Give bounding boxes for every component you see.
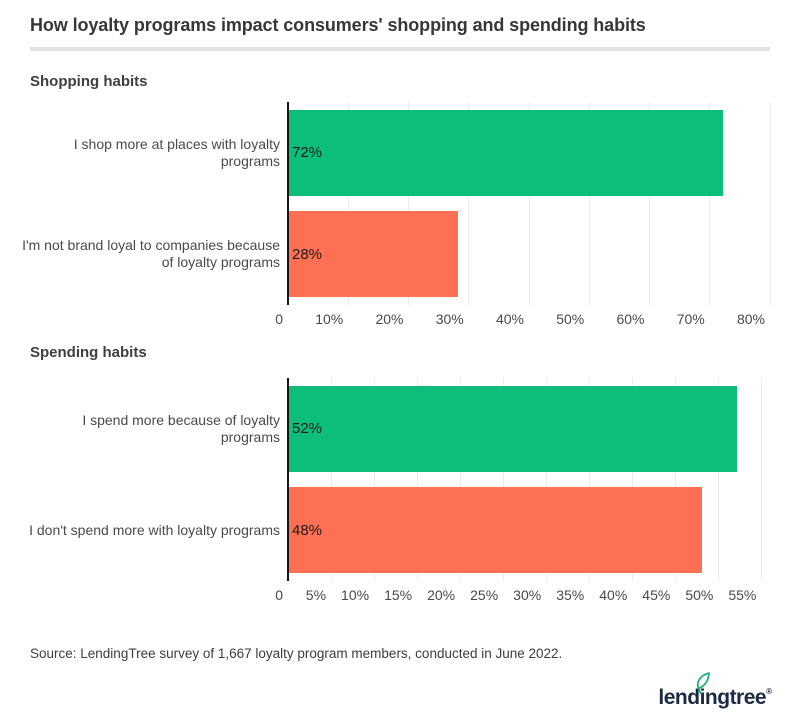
x-tick-label: 20% bbox=[375, 311, 404, 327]
x-tick-label: 0 bbox=[275, 311, 283, 327]
bar-1: 52% bbox=[289, 385, 737, 472]
x-tick-label: 20% bbox=[427, 587, 456, 603]
gridline bbox=[416, 378, 418, 581]
x-tick-label: 5% bbox=[305, 587, 327, 603]
bar-value-label: 52% bbox=[292, 420, 323, 438]
registered-mark: ® bbox=[766, 687, 772, 696]
leaf-icon bbox=[697, 672, 711, 694]
x-tick-label: 55% bbox=[728, 587, 757, 603]
gridline bbox=[717, 378, 719, 581]
category-label: I don't spend more with loyalty programs bbox=[29, 521, 280, 538]
gridline bbox=[459, 378, 461, 581]
x-tick-label: 30% bbox=[513, 587, 542, 603]
x-tick-label: 10% bbox=[341, 587, 370, 603]
bar-value-label: 28% bbox=[292, 245, 323, 263]
x-tick-label: 25% bbox=[470, 587, 499, 603]
y-axis-line bbox=[287, 378, 289, 581]
x-tick-label: 80% bbox=[736, 311, 765, 327]
source-note: Source: LendingTree survey of 1,667 loya… bbox=[30, 646, 563, 661]
gridline bbox=[588, 102, 590, 305]
bar-2: 28% bbox=[289, 211, 458, 298]
gridline bbox=[468, 102, 470, 305]
gridline bbox=[760, 378, 762, 581]
x-tick-label: 50% bbox=[685, 587, 714, 603]
gridline bbox=[674, 378, 676, 581]
x-tick-label: 45% bbox=[642, 587, 671, 603]
shopping-habits-chart: 0 10% 20% 30% 40% 50% 60% 70% 80% 72% 28% I shop mo… bbox=[0, 102, 800, 334]
category-label: I shop more at places with loyalty progr… bbox=[73, 135, 280, 169]
x-tick-label: 30% bbox=[435, 311, 464, 327]
x-tick-label: 50% bbox=[556, 311, 585, 327]
gridline bbox=[502, 378, 504, 581]
gridline bbox=[649, 102, 650, 305]
category-label: I'm not brand loyal to companies because… bbox=[22, 237, 280, 271]
gridline bbox=[709, 102, 711, 305]
logo-line: lendingtree® bbox=[658, 686, 772, 710]
x-tick-label: 40% bbox=[599, 587, 628, 603]
gridline bbox=[347, 102, 349, 305]
x-tick-label: 0 bbox=[275, 587, 283, 603]
category-label: I spend more because of loyalty programs bbox=[82, 411, 280, 445]
chart-plot: 0 5% 10% 15% 20% 25% 30% 35% 40% 45% 50% 55% 52% 48% bbox=[275, 378, 770, 603]
x-tick-label: 10% bbox=[315, 311, 344, 327]
gridline bbox=[588, 378, 590, 581]
bar-2: 48% bbox=[289, 487, 703, 574]
x-tick-label: 40% bbox=[495, 311, 524, 327]
gridline bbox=[769, 102, 771, 305]
page-title: How loyalty programs impact consumers' s… bbox=[30, 15, 646, 35]
gridline bbox=[330, 378, 332, 581]
x-tick-label: 15% bbox=[384, 587, 413, 603]
y-axis-line bbox=[287, 102, 289, 305]
spending-habits-chart: 0 5% 10% 15% 20% 25% 30% 35% 40% 45% 50% 55% 52% 48% I… bbox=[0, 378, 800, 610]
bar-value-label: 48% bbox=[292, 521, 323, 539]
gridline bbox=[528, 102, 530, 305]
lendingtree-logo: lendingtree® bbox=[658, 672, 772, 716]
logo-text: lendingtree bbox=[658, 686, 767, 709]
bar-1: 72% bbox=[289, 109, 723, 196]
gridline bbox=[545, 378, 547, 581]
title-divider bbox=[30, 47, 770, 51]
x-tick-label: 70% bbox=[676, 311, 705, 327]
section-heading-shopping: Shopping habits bbox=[30, 73, 148, 90]
gridline bbox=[631, 378, 633, 581]
x-tick-label: 60% bbox=[616, 311, 645, 327]
gridline bbox=[373, 378, 375, 581]
section-heading-spending: Spending habits bbox=[30, 344, 147, 361]
bar-value-label: 72% bbox=[292, 144, 323, 162]
x-tick-label: 35% bbox=[556, 587, 585, 603]
chart-plot: 0 10% 20% 30% 40% 50% 60% 70% 80% 72% 28% bbox=[275, 102, 771, 327]
gridline bbox=[408, 102, 409, 305]
